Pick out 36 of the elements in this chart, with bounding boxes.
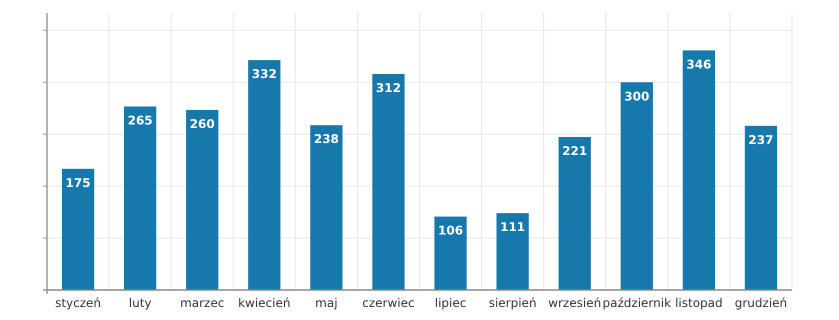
bar: [372, 74, 405, 290]
data-label: 237: [748, 132, 774, 147]
bar: [248, 60, 280, 290]
bar: [310, 125, 343, 290]
bar: [496, 213, 529, 290]
data-label: 312: [376, 80, 401, 95]
x-tick-label: marzec: [180, 296, 224, 310]
bar: [744, 126, 778, 290]
bar: [434, 216, 467, 290]
data-label: 300: [624, 89, 650, 104]
data-label: 260: [190, 116, 215, 131]
x-tick-label: grudzień: [734, 296, 788, 310]
bar: [682, 50, 716, 290]
data-label: 111: [500, 220, 526, 234]
data-label: 265: [128, 113, 153, 128]
data-label: 238: [314, 132, 339, 146]
data-label: 332: [252, 67, 277, 82]
bar: [186, 110, 218, 290]
data-label: 106: [438, 224, 464, 238]
x-tick-label: wrzesień: [548, 296, 602, 310]
data-label: 221: [562, 144, 588, 158]
x-tick-label: czerwiec: [362, 296, 415, 310]
x-tick-label: kwiecień: [238, 296, 290, 310]
x-tick-label: maj: [315, 296, 338, 310]
x-tick-label: sierpień: [488, 296, 537, 310]
bar: [62, 168, 94, 290]
bar: [620, 82, 653, 290]
x-tick-label: październik: [602, 296, 672, 310]
bar: [558, 136, 591, 290]
x-tick-label: listopad: [675, 296, 723, 310]
bar: [124, 106, 156, 290]
x-tick-label: styczeń: [55, 296, 102, 310]
data-label: 175: [66, 176, 91, 190]
x-tick-label: lipiec: [434, 296, 466, 310]
data-label: 346: [686, 57, 712, 72]
x-tick-label: luty: [128, 296, 152, 310]
